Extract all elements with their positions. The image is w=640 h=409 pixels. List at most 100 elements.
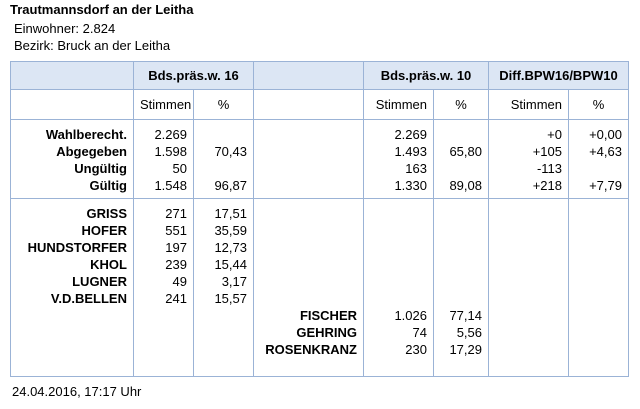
empty-cell — [193, 307, 254, 324]
empty-cell — [253, 177, 364, 199]
cell-value: 1.598 — [133, 143, 194, 160]
cell-value: 1.493 — [363, 143, 434, 160]
row-label: Wahlberecht. — [10, 119, 134, 143]
cell-value: 49 — [133, 273, 194, 290]
row-label: HUNDSTORFER — [10, 239, 134, 256]
cell-value: 271 — [133, 198, 194, 222]
row-label: FISCHER — [253, 307, 364, 324]
empty-cell — [433, 198, 489, 222]
empty-cell — [488, 341, 569, 377]
cell-value: 17,29 — [433, 341, 489, 377]
table-row: GEHRING 74 5,56 — [10, 324, 629, 341]
cell-value: 230 — [363, 341, 434, 377]
title: Trautmannsdorf an der Leitha — [10, 2, 194, 17]
empty-cell — [133, 307, 194, 324]
header-cell — [10, 89, 134, 120]
empty-cell — [568, 307, 629, 324]
row-label: GRISS — [10, 198, 134, 222]
cell-value: 15,44 — [193, 256, 254, 273]
cell-value: 163 — [363, 160, 434, 177]
cell-value: 89,08 — [433, 177, 489, 199]
summary-section: Wahlberecht. 2.269 2.269 +0 +0,00 Abgegeben 1.… — [10, 119, 629, 199]
empty-cell — [568, 222, 629, 239]
subheader: Stimmen — [488, 89, 569, 120]
subheader: % — [433, 89, 489, 120]
empty-cell — [488, 222, 569, 239]
subheader: Stimmen — [133, 89, 194, 120]
row-label: Gültig — [10, 177, 134, 199]
row-label: ROSENKRANZ — [253, 341, 364, 377]
empty-cell — [363, 256, 434, 273]
cell-value: 74 — [363, 324, 434, 341]
row-label: GEHRING — [253, 324, 364, 341]
cell-value: +4,63 — [568, 143, 629, 160]
cell-value: 77,14 — [433, 307, 489, 324]
table-row: Abgegeben 1.598 70,43 1.493 65,80 +105 +4,63 — [10, 143, 629, 160]
table-row: ROSENKRANZ 230 17,29 — [10, 341, 629, 377]
empty-cell — [253, 119, 364, 143]
empty-cell — [10, 307, 134, 324]
empty-cell — [253, 256, 364, 273]
cell-value: 35,59 — [193, 222, 254, 239]
table-row: GRISS 271 17,51 — [10, 198, 629, 222]
cell-value: +0,00 — [568, 119, 629, 143]
cell-value: 50 — [133, 160, 194, 177]
cell-value: 65,80 — [433, 143, 489, 160]
empty-cell — [433, 119, 489, 143]
empty-cell — [488, 198, 569, 222]
cell-value: 1.548 — [133, 177, 194, 199]
empty-cell — [253, 239, 364, 256]
header-cell — [10, 61, 134, 90]
group-header: Bds.präs.w. 16 — [133, 61, 254, 90]
table-row: Wahlberecht. 2.269 2.269 +0 +0,00 — [10, 119, 629, 143]
cell-value: 239 — [133, 256, 194, 273]
table-row: Gültig 1.548 96,87 1.330 89,08 +218 +7,79 — [10, 177, 629, 199]
row-label: Ungültig — [10, 160, 134, 177]
cell-value: +218 — [488, 177, 569, 199]
table-row: KHOL 239 15,44 — [10, 256, 629, 273]
group-header: Bds.präs.w. 10 — [363, 61, 489, 90]
empty-cell — [253, 273, 364, 290]
empty-cell — [568, 324, 629, 341]
empty-cell — [568, 160, 629, 177]
empty-cell — [253, 290, 364, 307]
row-label: KHOL — [10, 256, 134, 273]
table-row: V.D.BELLEN 241 15,57 — [10, 290, 629, 307]
empty-cell — [253, 198, 364, 222]
empty-cell — [363, 290, 434, 307]
empty-cell — [488, 290, 569, 307]
empty-cell — [193, 324, 254, 341]
empty-cell — [568, 256, 629, 273]
cell-value: -113 — [488, 160, 569, 177]
empty-cell — [193, 160, 254, 177]
empty-cell — [488, 256, 569, 273]
empty-cell — [193, 341, 254, 377]
row-label: LUGNER — [10, 273, 134, 290]
empty-cell — [253, 143, 364, 160]
table-row: HUNDSTORFER 197 12,73 — [10, 239, 629, 256]
empty-cell — [10, 324, 134, 341]
table-row: HOFER 551 35,59 — [10, 222, 629, 239]
group-header: Diff.BPW16/BPW10 — [488, 61, 629, 90]
cell-value: +105 — [488, 143, 569, 160]
empty-cell — [433, 290, 489, 307]
table-row: Ungültig 50 163 -113 — [10, 160, 629, 177]
empty-cell — [433, 160, 489, 177]
cell-value: 17,51 — [193, 198, 254, 222]
cell-value: 1.026 — [363, 307, 434, 324]
empty-cell — [433, 222, 489, 239]
row-label: HOFER — [10, 222, 134, 239]
info-line: Einwohner: 2.824 — [14, 21, 116, 36]
candidate-section: GRISS 271 17,51 HOFER 551 35,59 HUNDSTORFER 197… — [10, 198, 629, 377]
empty-cell — [193, 119, 254, 143]
empty-cell — [363, 273, 434, 290]
empty-cell — [133, 324, 194, 341]
empty-cell — [568, 290, 629, 307]
empty-cell — [488, 307, 569, 324]
empty-cell — [363, 198, 434, 222]
empty-cell — [253, 222, 364, 239]
empty-cell — [253, 160, 364, 177]
empty-cell — [133, 341, 194, 377]
subheader: % — [568, 89, 629, 120]
header-cell — [253, 61, 364, 90]
